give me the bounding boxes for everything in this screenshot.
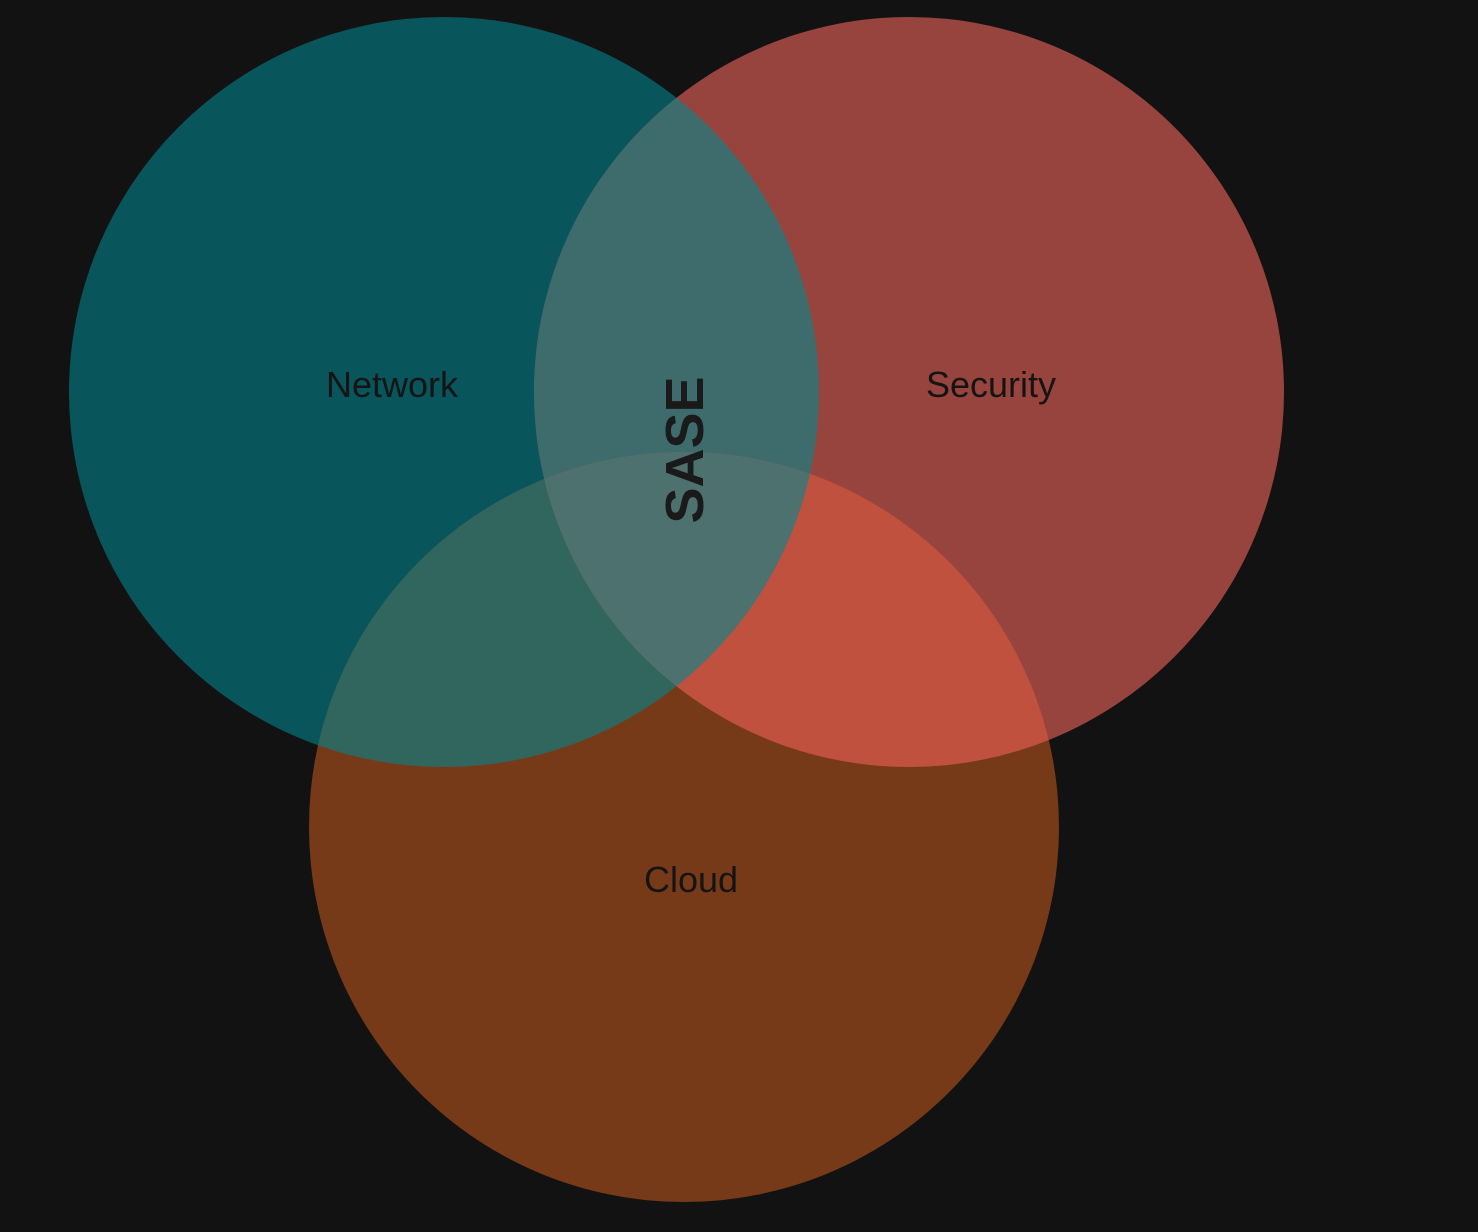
center-label: SASE (655, 376, 715, 523)
intersection-security-cloud (534, 452, 1059, 767)
intersection-network-cloud (309, 452, 819, 767)
set-label-network: Network (326, 364, 459, 405)
set-label-cloud: Cloud (644, 859, 738, 900)
set-label-security: Security (926, 364, 1056, 405)
